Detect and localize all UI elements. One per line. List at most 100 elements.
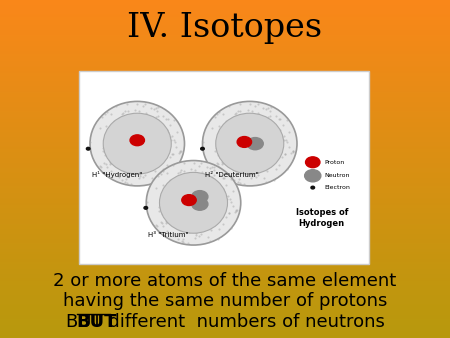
Point	[161, 130, 168, 136]
Point	[281, 151, 288, 156]
Point	[234, 159, 241, 164]
Point	[234, 161, 241, 166]
Point	[170, 138, 177, 143]
Point	[269, 154, 276, 160]
Point	[253, 146, 260, 152]
Point	[121, 118, 128, 123]
Point	[185, 193, 193, 198]
Point	[233, 118, 240, 123]
Point	[139, 104, 146, 109]
Point	[150, 106, 158, 111]
Point	[145, 118, 152, 123]
Point	[141, 101, 149, 107]
Point	[209, 207, 216, 212]
Point	[192, 214, 199, 219]
Point	[237, 109, 244, 114]
Point	[232, 110, 239, 116]
Point	[122, 161, 129, 166]
Point	[159, 208, 166, 213]
Point	[261, 136, 268, 141]
Point	[111, 133, 118, 139]
Point	[243, 123, 250, 128]
Point	[110, 118, 117, 124]
Point	[227, 141, 234, 146]
Point	[136, 171, 143, 176]
Point	[261, 175, 268, 180]
Point	[192, 230, 199, 236]
Point	[114, 141, 122, 146]
Circle shape	[144, 207, 148, 209]
Point	[223, 137, 230, 143]
Point	[220, 187, 227, 192]
Point	[116, 115, 123, 120]
Point	[276, 162, 283, 168]
Point	[243, 119, 250, 124]
Point	[130, 123, 137, 128]
Point	[128, 126, 135, 132]
Point	[223, 118, 230, 124]
Point	[192, 187, 199, 192]
Point	[197, 199, 204, 204]
Point	[258, 116, 265, 122]
Text: 2 or more atoms of the same element: 2 or more atoms of the same element	[54, 272, 396, 290]
Point	[254, 110, 261, 116]
Point	[212, 149, 219, 154]
Point	[218, 210, 225, 215]
Point	[153, 222, 160, 227]
Point	[201, 177, 208, 182]
FancyBboxPatch shape	[79, 71, 369, 264]
Point	[288, 150, 295, 155]
Point	[156, 154, 163, 160]
Point	[178, 178, 185, 184]
Point	[284, 140, 291, 145]
Point	[204, 234, 212, 240]
Point	[240, 126, 247, 131]
Point	[180, 160, 187, 166]
Point	[199, 140, 207, 145]
Point	[185, 189, 192, 195]
Point	[135, 124, 142, 130]
Point	[173, 129, 180, 135]
Point	[106, 161, 113, 167]
Point	[233, 207, 240, 213]
Point	[117, 144, 124, 150]
Point	[205, 195, 212, 200]
Point	[256, 165, 263, 170]
Point	[242, 134, 249, 139]
Point	[120, 168, 127, 173]
Point	[125, 123, 132, 128]
Point	[270, 138, 278, 143]
Point	[256, 133, 263, 138]
Point	[162, 218, 170, 224]
Point	[230, 134, 237, 139]
Point	[203, 185, 211, 191]
Circle shape	[86, 147, 90, 150]
Point	[122, 179, 129, 185]
Point	[207, 227, 215, 233]
Point	[220, 189, 227, 194]
Circle shape	[192, 198, 208, 210]
Point	[157, 121, 164, 126]
Point	[180, 168, 188, 173]
Point	[220, 112, 227, 117]
Point	[267, 105, 274, 110]
Point	[178, 220, 185, 225]
Point	[176, 149, 184, 155]
Point	[107, 112, 114, 117]
Point	[116, 159, 123, 165]
Ellipse shape	[216, 113, 284, 174]
Point	[173, 220, 180, 225]
Point	[154, 108, 161, 114]
Point	[150, 179, 158, 185]
Point	[219, 142, 226, 148]
Point	[258, 154, 265, 159]
Point	[273, 134, 280, 139]
Point	[174, 202, 181, 207]
Point	[154, 117, 162, 123]
Point	[147, 105, 154, 111]
Point	[238, 123, 245, 128]
Point	[176, 169, 183, 175]
Point	[191, 184, 198, 189]
Point	[178, 218, 185, 223]
Point	[156, 156, 163, 162]
